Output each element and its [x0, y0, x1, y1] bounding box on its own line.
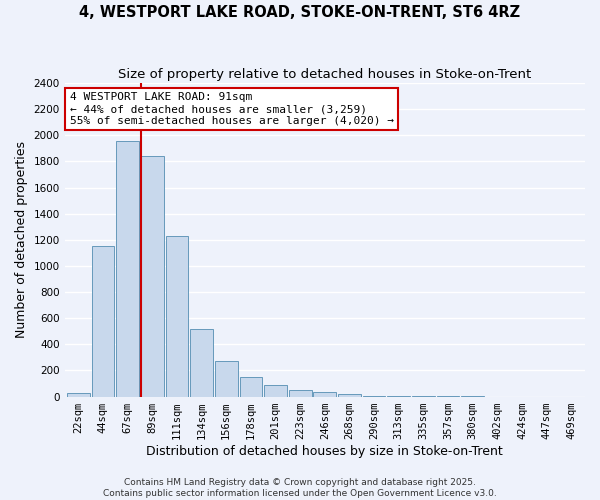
- Bar: [215, 362, 238, 396]
- Y-axis label: Number of detached properties: Number of detached properties: [15, 142, 28, 338]
- Bar: [116, 140, 139, 396]
- Text: 4 WESTPORT LAKE ROAD: 91sqm
← 44% of detached houses are smaller (3,259)
55% of : 4 WESTPORT LAKE ROAD: 91sqm ← 44% of det…: [70, 92, 394, 126]
- Text: 4, WESTPORT LAKE ROAD, STOKE-ON-TRENT, ST6 4RZ: 4, WESTPORT LAKE ROAD, STOKE-ON-TRENT, S…: [79, 5, 521, 20]
- Bar: [338, 394, 361, 396]
- Bar: [67, 392, 89, 396]
- Bar: [92, 246, 114, 396]
- Bar: [166, 236, 188, 396]
- Bar: [313, 392, 336, 396]
- Bar: [239, 377, 262, 396]
- Bar: [264, 386, 287, 396]
- X-axis label: Distribution of detached houses by size in Stoke-on-Trent: Distribution of detached houses by size …: [146, 444, 503, 458]
- Text: Contains HM Land Registry data © Crown copyright and database right 2025.
Contai: Contains HM Land Registry data © Crown c…: [103, 478, 497, 498]
- Bar: [141, 156, 164, 396]
- Bar: [289, 390, 311, 396]
- Title: Size of property relative to detached houses in Stoke-on-Trent: Size of property relative to detached ho…: [118, 68, 532, 80]
- Bar: [190, 330, 213, 396]
